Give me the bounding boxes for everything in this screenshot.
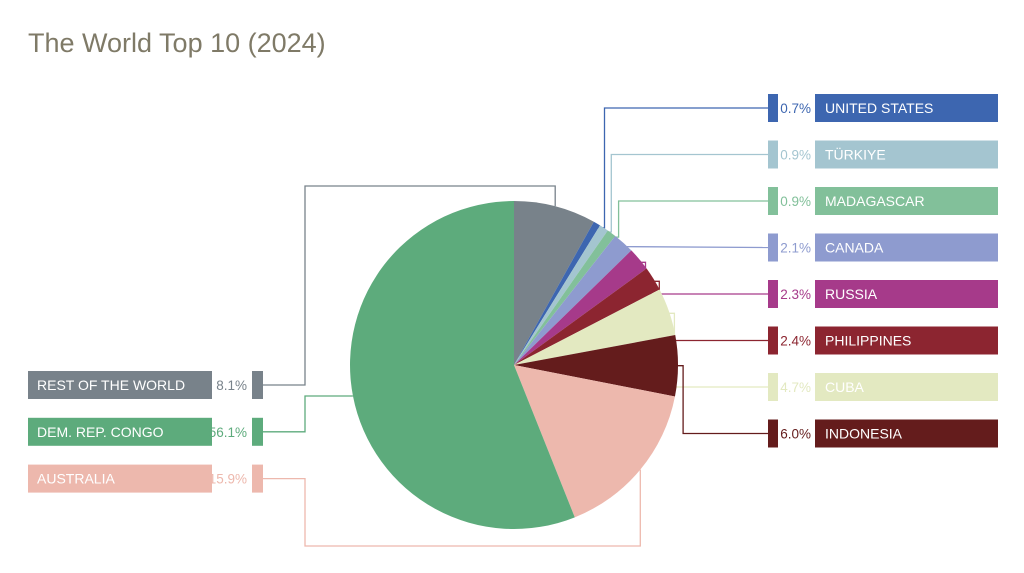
pie-slice-russia xyxy=(514,250,647,365)
label-bar-rest-of-the-world xyxy=(28,371,212,399)
leader-line-cuba xyxy=(664,312,768,388)
leader-line-canada xyxy=(620,245,769,249)
leader-line-dem-rep-congo xyxy=(263,395,353,433)
label-name-united-states: UNITED STATES xyxy=(825,100,933,116)
label-bar-russia xyxy=(815,280,998,308)
label-name-philippines: PHILIPPINES xyxy=(825,333,911,349)
label-marker-russia xyxy=(768,280,778,308)
label-value-russia: 2.3% xyxy=(780,287,811,302)
pie-slice-rest-of-the-world xyxy=(514,201,594,365)
label-bar-canada xyxy=(815,233,998,262)
label-name-australia: AUSTRALIA xyxy=(37,471,115,487)
label-bar-turkiye xyxy=(815,140,998,169)
chart-title: The World Top 10 (2024) xyxy=(28,28,326,58)
label-name-canada: CANADA xyxy=(825,240,884,256)
label-value-cuba: 4.7% xyxy=(780,380,811,395)
label-marker-united-states xyxy=(768,94,778,122)
label-marker-turkiye xyxy=(768,140,778,169)
label-bar-philippines xyxy=(815,326,998,355)
leader-line-australia xyxy=(263,469,641,547)
label-marker-rest-of-the-world xyxy=(252,371,263,399)
label-value-rest-of-the-world: 8.1% xyxy=(216,378,247,393)
label-value-australia: 15.9% xyxy=(209,472,247,487)
leader-line-indonesia xyxy=(673,365,768,435)
label-value-turkiye: 0.9% xyxy=(780,148,811,163)
leader-line-united-states xyxy=(594,107,768,229)
pie-slice-dem-rep-congo xyxy=(350,201,575,529)
label-marker-dem-rep-congo xyxy=(252,417,263,446)
pie-slice-united-states xyxy=(514,221,601,365)
label-value-canada: 2.1% xyxy=(780,241,811,256)
label-marker-australia xyxy=(252,464,263,493)
label-value-madagascar: 0.9% xyxy=(780,194,811,209)
label-name-russia: RUSSIA xyxy=(825,286,878,302)
label-value-united-states: 0.7% xyxy=(780,101,811,116)
slice-labels: UNITED STATES 0.7% TÜRKIYE 0.9% MADAGASCAR 0.… xyxy=(28,94,998,493)
label-value-dem-rep-congo: 56.1% xyxy=(209,425,247,440)
pie-slice-canada xyxy=(514,235,632,365)
pie-slice-turkiye xyxy=(514,225,608,365)
label-name-rest-of-the-world: REST OF THE WORLD xyxy=(37,377,185,393)
pie-slice-australia xyxy=(514,365,675,518)
label-name-indonesia: INDONESIA xyxy=(825,426,903,442)
label-name-cuba: CUBA xyxy=(825,379,865,395)
pie-slice-indonesia xyxy=(514,335,678,397)
label-marker-cuba xyxy=(768,373,778,401)
label-value-indonesia: 6.0% xyxy=(780,427,811,442)
pie-slices xyxy=(350,201,678,529)
label-marker-philippines xyxy=(768,326,778,355)
label-marker-canada xyxy=(768,233,778,262)
label-name-turkiye: TÜRKIYE xyxy=(825,146,886,163)
label-bar-australia xyxy=(28,464,212,493)
pie-slice-madagascar xyxy=(514,230,616,365)
label-marker-madagascar xyxy=(768,187,778,215)
label-marker-indonesia xyxy=(768,419,778,448)
label-bar-cuba xyxy=(815,373,998,401)
leader-line-turkiye xyxy=(601,153,768,233)
leader-line-madagascar xyxy=(608,200,768,238)
label-bar-indonesia xyxy=(815,419,998,448)
pie-slice-cuba xyxy=(514,289,676,365)
label-name-dem-rep-congo: DEM. REP. CONGO xyxy=(37,424,164,440)
label-bar-united-states xyxy=(815,94,998,122)
label-name-madagascar: MADAGASCAR xyxy=(825,193,925,209)
leader-line-rest-of-the-world xyxy=(263,185,556,386)
label-value-philippines: 2.4% xyxy=(780,334,811,349)
label-bar-madagascar xyxy=(815,187,998,215)
pie-slice-philippines xyxy=(514,268,660,365)
label-bar-dem-rep-congo xyxy=(28,417,212,446)
